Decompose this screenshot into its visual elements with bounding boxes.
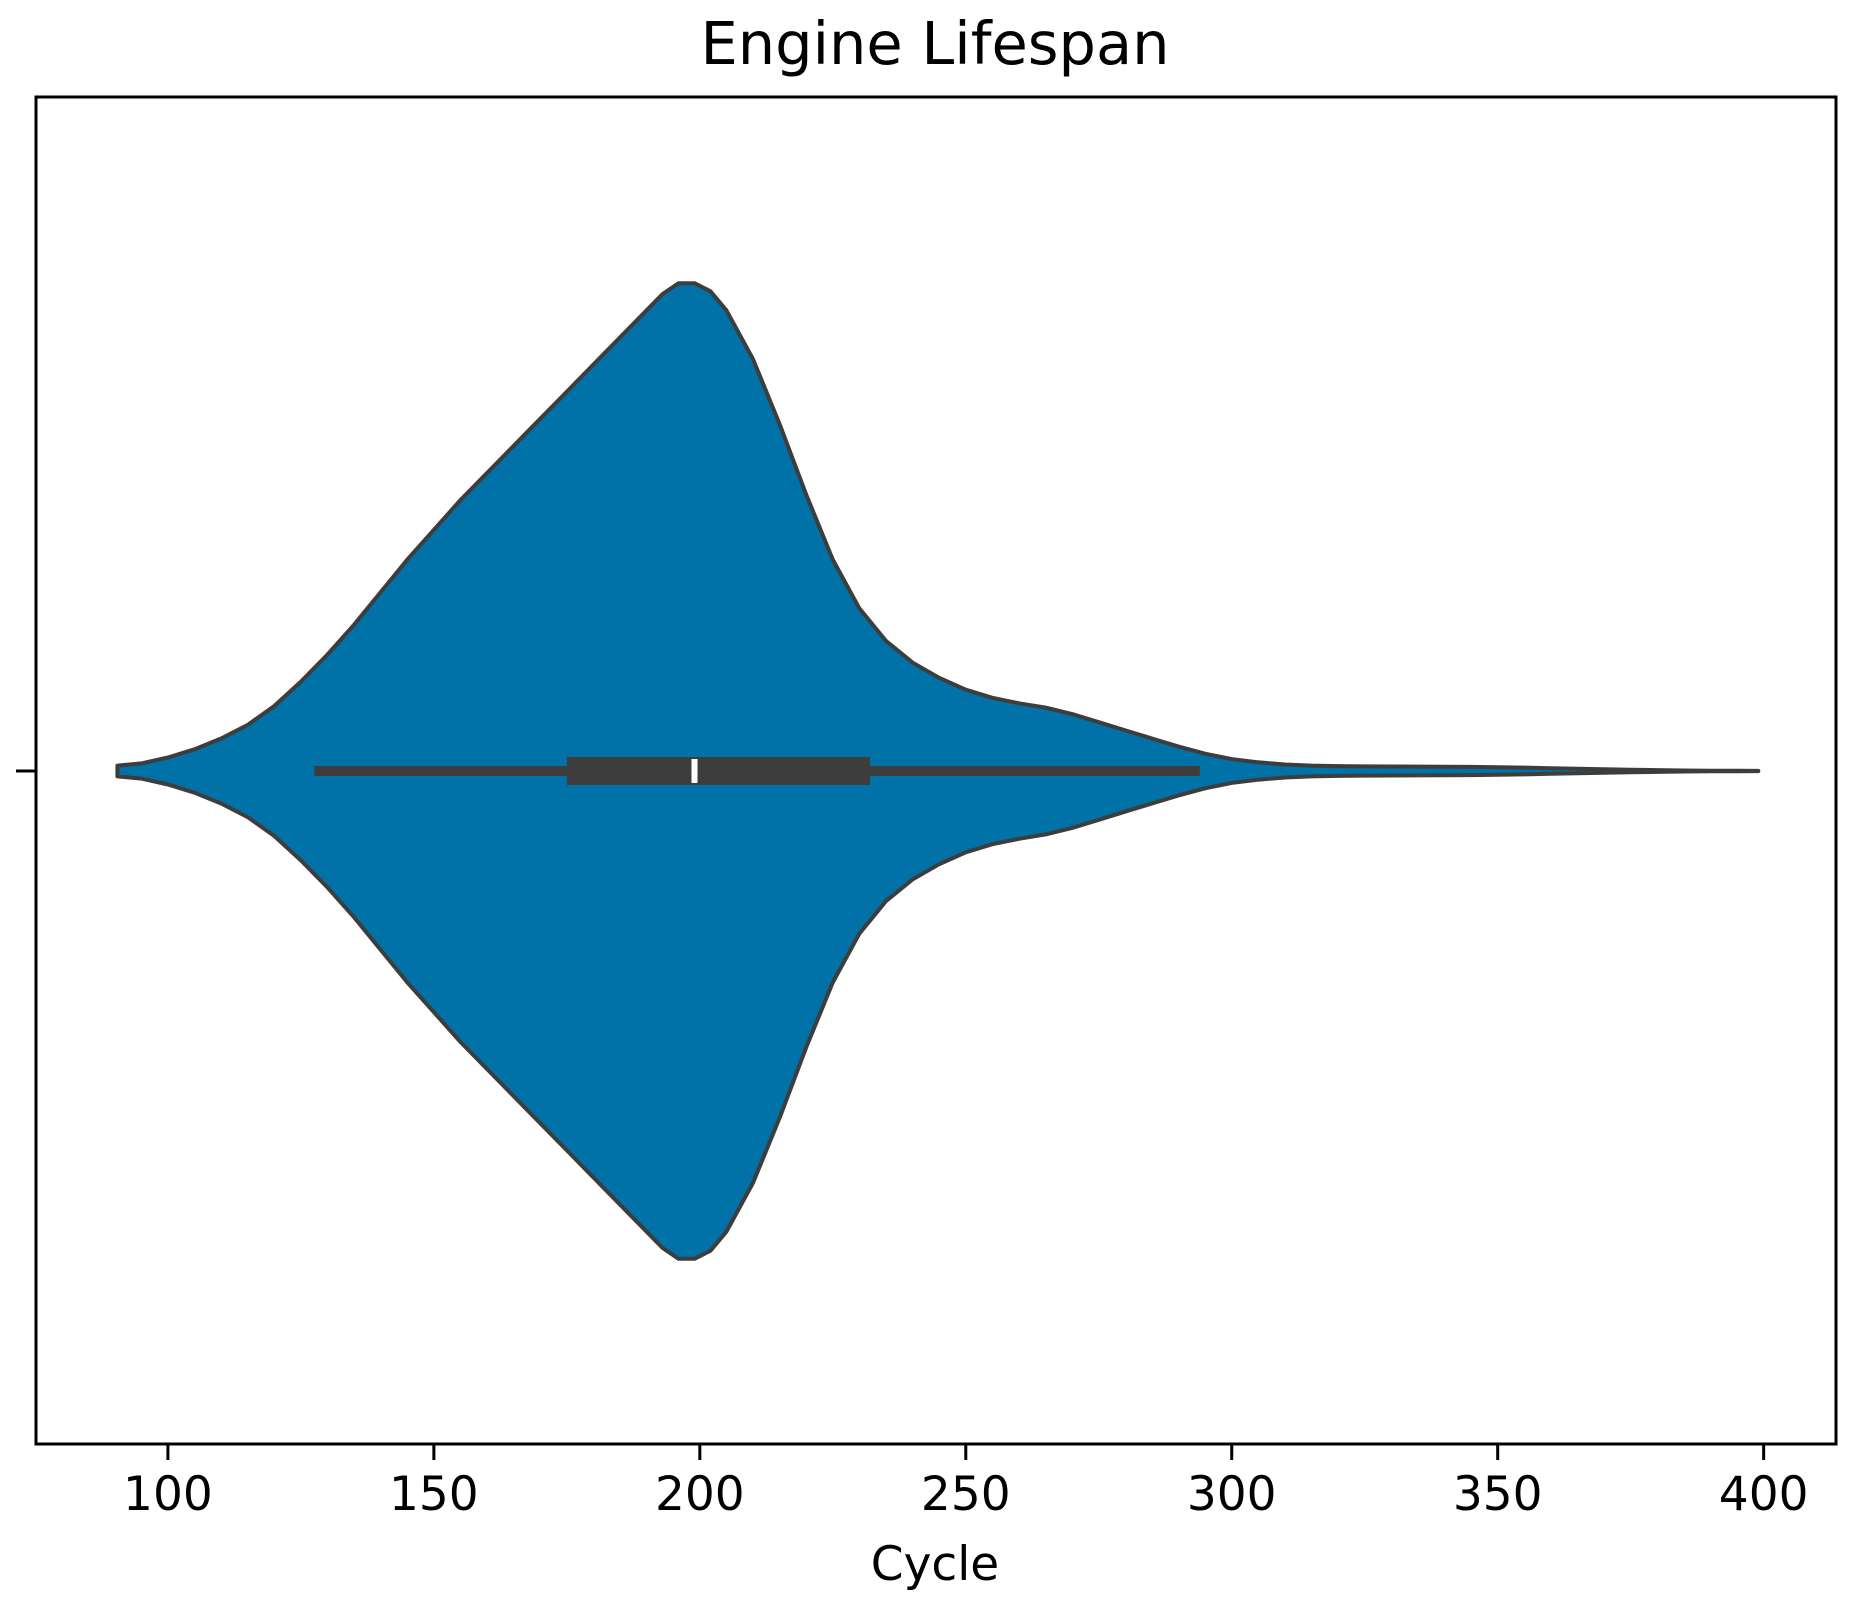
x-axis-ticks: 100 150 200 250 300 350 400 [123, 1444, 1809, 1522]
x-tick-label: 100 [123, 1467, 213, 1522]
x-axis-label: Cycle [871, 1537, 999, 1592]
iqr-box [566, 757, 871, 785]
x-tick-label: 350 [1453, 1467, 1543, 1522]
median-marker [691, 759, 698, 783]
x-tick-label: 400 [1719, 1467, 1809, 1522]
x-tick-label: 200 [655, 1467, 745, 1522]
x-tick-label: 150 [389, 1467, 479, 1522]
chart-title: Engine Lifespan [700, 9, 1169, 78]
x-tick-label: 250 [921, 1467, 1011, 1522]
x-tick-label: 300 [1187, 1467, 1277, 1522]
plot-area [115, 281, 1761, 1261]
